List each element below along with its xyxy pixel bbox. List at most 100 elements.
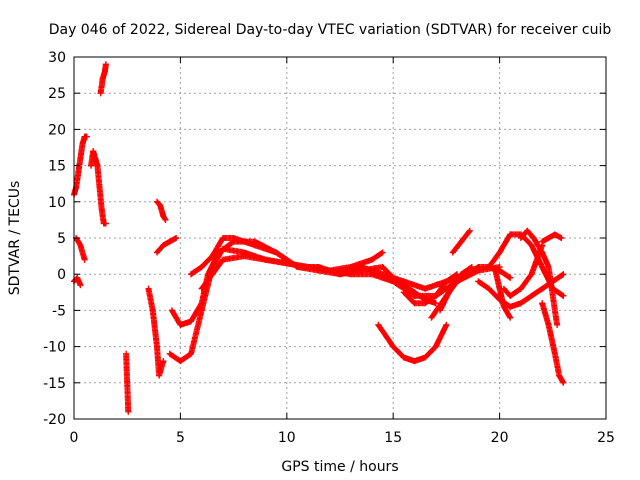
data-point <box>539 285 546 292</box>
series-arc24 <box>539 231 565 245</box>
data-point <box>198 264 205 270</box>
data-point <box>554 321 561 328</box>
data-point <box>162 216 169 223</box>
data-point <box>432 292 439 299</box>
data-point <box>347 271 354 278</box>
data-point <box>507 303 514 310</box>
data-point <box>379 264 386 270</box>
data-point <box>390 343 397 350</box>
data-point <box>517 235 524 241</box>
data-point <box>492 267 499 274</box>
x-tick-label: 15 <box>384 430 402 446</box>
data-point <box>507 314 514 321</box>
data-point <box>486 264 492 270</box>
y-tick-label: 30 <box>48 50 66 66</box>
series-arc09 <box>154 235 180 256</box>
series-arc23 <box>517 227 561 328</box>
data-point <box>507 274 514 281</box>
y-tick-label: 10 <box>48 195 66 211</box>
data-point <box>530 235 537 241</box>
data-points <box>71 61 567 415</box>
series-arc14 <box>375 321 450 365</box>
data-point <box>432 343 439 350</box>
data-point <box>77 242 84 249</box>
series-markers <box>73 235 88 263</box>
data-point <box>88 162 94 169</box>
series-arc03 <box>73 235 88 263</box>
data-point <box>545 264 552 270</box>
data-point <box>96 184 103 191</box>
data-point <box>475 278 482 285</box>
data-point <box>545 235 552 241</box>
data-point <box>273 249 280 256</box>
data-point <box>466 227 473 234</box>
data-point <box>449 249 456 256</box>
data-point <box>97 90 104 97</box>
data-point <box>528 242 535 249</box>
series-arc02 <box>71 274 84 289</box>
x-tick-label: 5 <box>176 430 185 446</box>
data-point <box>486 285 492 292</box>
data-point <box>220 256 226 263</box>
data-point <box>262 256 269 263</box>
series-arc07 <box>145 285 167 379</box>
series-arc18 <box>449 227 473 256</box>
series-arc04 <box>88 148 109 227</box>
data-point <box>305 264 312 270</box>
data-point <box>149 307 156 314</box>
series-arc06 <box>123 350 132 415</box>
y-axis-label: SDTVAR / TECUs <box>7 181 23 296</box>
data-point <box>400 354 407 361</box>
data-point <box>160 242 167 249</box>
series-arc08 <box>154 198 169 223</box>
data-point <box>77 155 84 162</box>
data-point <box>539 238 546 245</box>
data-point <box>496 249 503 256</box>
data-point <box>173 235 180 241</box>
data-point <box>539 249 546 256</box>
data-point <box>92 155 99 162</box>
data-point <box>545 321 552 328</box>
data-point <box>156 372 163 379</box>
series-arc21 <box>492 267 514 321</box>
data-point <box>74 274 81 281</box>
data-point <box>528 292 535 299</box>
data-point <box>422 300 429 307</box>
x-tick-label: 0 <box>70 430 79 446</box>
data-point <box>500 303 507 310</box>
data-point <box>230 235 237 241</box>
data-point <box>507 231 514 238</box>
data-point <box>188 318 194 325</box>
data-point <box>411 292 418 299</box>
data-point <box>551 350 558 357</box>
data-point <box>443 278 450 285</box>
data-point <box>560 292 567 299</box>
x-tick-label: 10 <box>278 430 296 446</box>
data-point <box>368 256 375 263</box>
data-point <box>447 285 454 292</box>
data-point <box>177 321 184 328</box>
data-point <box>475 264 482 270</box>
series-arc05 <box>97 61 109 97</box>
data-point <box>154 198 160 205</box>
data-point <box>154 249 160 256</box>
data-point <box>375 321 382 328</box>
series-arc25 <box>539 300 567 386</box>
data-point <box>145 285 152 292</box>
data-point <box>556 372 563 379</box>
data-point <box>326 267 333 274</box>
data-point <box>432 300 439 307</box>
data-point <box>437 307 443 314</box>
series-arc17 <box>437 264 475 314</box>
data-point <box>94 162 101 169</box>
data-point <box>160 213 167 220</box>
y-tick-label: -10 <box>43 340 66 356</box>
axis-ticks: 0 5 10 15 20 25 -20 -15 -10 -5 0 5 10 15 20 25 30 <box>43 50 615 446</box>
data-point <box>411 358 418 365</box>
data-point <box>428 314 435 321</box>
data-point <box>528 271 535 278</box>
data-point <box>379 249 386 256</box>
data-point <box>560 379 567 386</box>
data-point <box>198 285 205 292</box>
